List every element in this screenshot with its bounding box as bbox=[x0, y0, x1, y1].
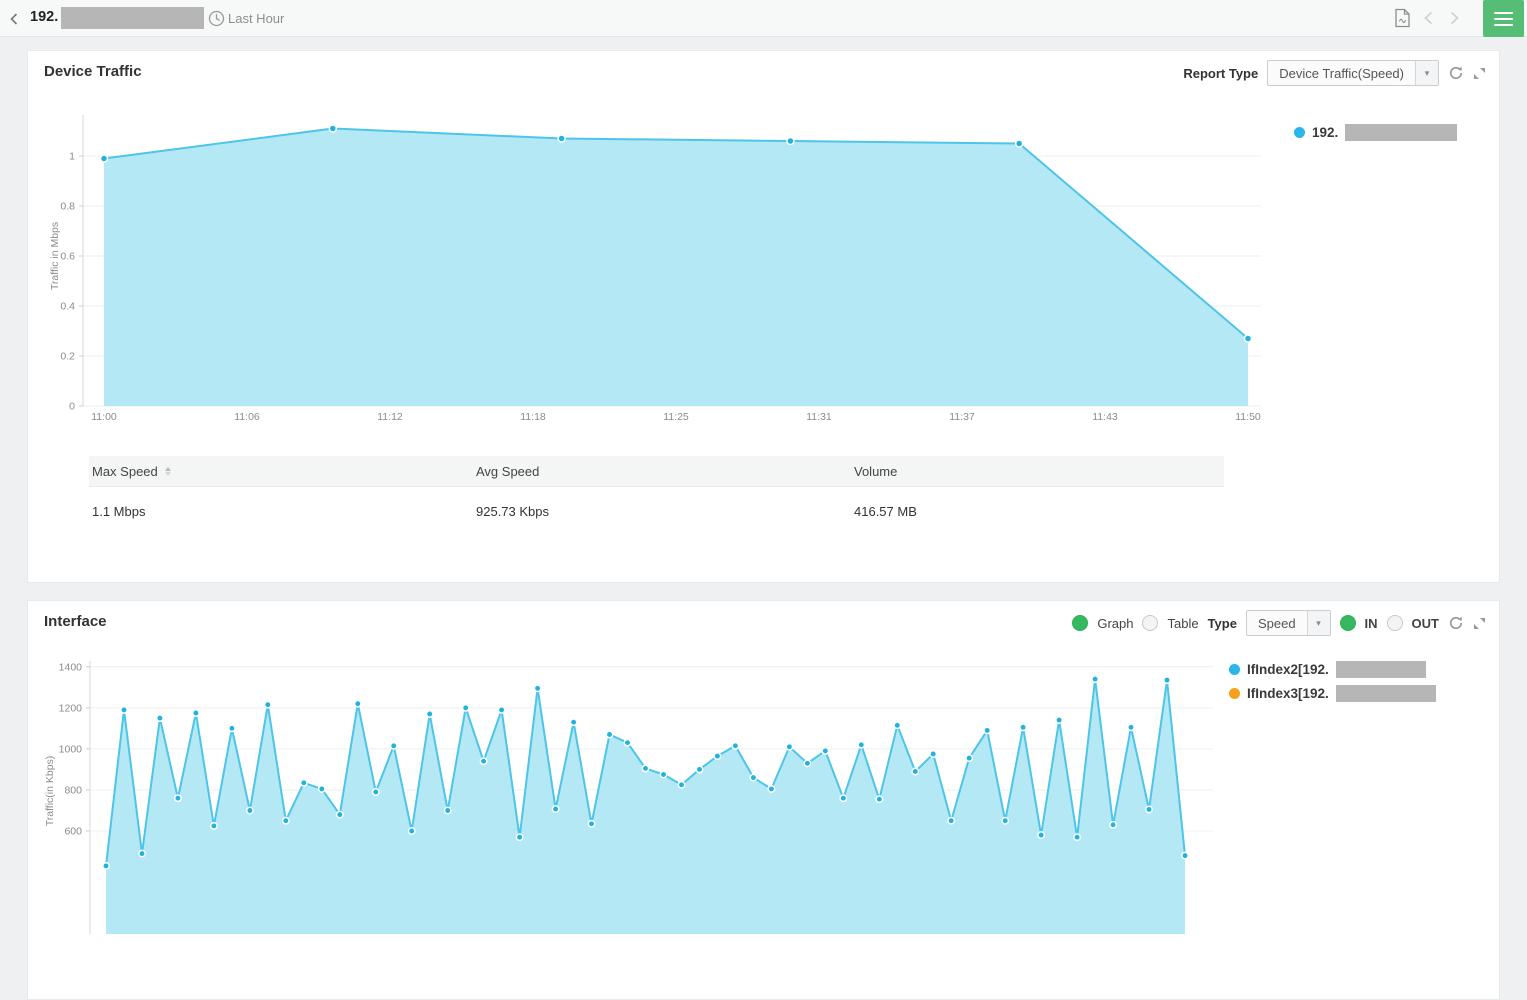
svg-text:Traffic in Mbps: Traffic in Mbps bbox=[49, 222, 61, 290]
interface-title: Interface bbox=[44, 613, 107, 630]
top-bar: 192. Last Hour bbox=[0, 0, 1527, 37]
svg-text:11:12: 11:12 bbox=[377, 411, 403, 423]
volume-header[interactable]: Volume bbox=[854, 463, 898, 479]
report-type-value: Device Traffic(Speed) bbox=[1279, 65, 1404, 81]
svg-text:600: 600 bbox=[64, 826, 82, 838]
svg-text:11:31: 11:31 bbox=[806, 411, 832, 423]
device-ip-redaction bbox=[61, 7, 204, 29]
svg-text:1400: 1400 bbox=[59, 661, 83, 673]
svg-text:11:50: 11:50 bbox=[1235, 411, 1261, 423]
sort-icon bbox=[164, 466, 171, 476]
svg-text:11:18: 11:18 bbox=[520, 411, 546, 423]
avg-speed-value: 925.73 Kbps bbox=[476, 503, 550, 519]
summary-table-row: 1.1 Mbps 925.73 Kbps 416.57 MB bbox=[89, 487, 1224, 535]
device-traffic-controls: Report Type Device Traffic(Speed) ▾ bbox=[1183, 60, 1486, 86]
report-type-label: Report Type bbox=[1183, 65, 1259, 81]
prev-page-icon[interactable] bbox=[1424, 11, 1433, 30]
svg-text:11:37: 11:37 bbox=[949, 411, 975, 423]
svg-text:11:00: 11:00 bbox=[91, 411, 117, 423]
svg-text:1000: 1000 bbox=[59, 743, 83, 755]
summary-table-header: Max Speed Avg Speed Volume bbox=[89, 456, 1224, 487]
device-traffic-panel: Device Traffic Report Type Device Traffi… bbox=[27, 50, 1500, 583]
legend-label-prefix: IfIndex2[192. bbox=[1247, 662, 1329, 677]
svg-text:0.8: 0.8 bbox=[60, 201, 75, 213]
type-select[interactable]: Speed ▾ bbox=[1245, 610, 1331, 636]
in-radio[interactable] bbox=[1339, 615, 1356, 631]
volume-value: 416.57 MB bbox=[854, 503, 917, 519]
legend-item: IfIndex3[192. bbox=[1229, 685, 1436, 702]
device-ip-prefix: 192. bbox=[30, 9, 59, 25]
series-dot-icon bbox=[1229, 664, 1240, 675]
report-type-select[interactable]: Device Traffic(Speed) ▾ bbox=[1267, 60, 1439, 86]
refresh-icon[interactable] bbox=[1448, 65, 1464, 81]
in-radio-label[interactable]: IN bbox=[1364, 615, 1378, 631]
out-radio-label[interactable]: OUT bbox=[1411, 615, 1439, 631]
table-radio[interactable] bbox=[1142, 615, 1159, 631]
legend-redaction bbox=[1335, 661, 1426, 678]
svg-text:11:25: 11:25 bbox=[663, 411, 689, 423]
series-dot-icon bbox=[1294, 127, 1305, 138]
svg-text:1: 1 bbox=[69, 151, 75, 163]
chevron-down-icon: ▾ bbox=[1415, 61, 1438, 85]
time-range-label[interactable]: Last Hour bbox=[228, 11, 285, 26]
back-icon[interactable] bbox=[10, 12, 18, 30]
svg-text:0.4: 0.4 bbox=[60, 301, 75, 313]
expand-icon[interactable] bbox=[1473, 67, 1486, 80]
hamburger-menu-button[interactable] bbox=[1483, 0, 1524, 37]
max-speed-header[interactable]: Max Speed bbox=[89, 464, 476, 479]
traffic-summary-table: Max Speed Avg Speed Volume 1.1 Mbps 925.… bbox=[89, 456, 1224, 535]
graph-radio-label[interactable]: Graph bbox=[1097, 615, 1134, 631]
type-label: Type bbox=[1207, 615, 1237, 631]
device-traffic-legend: 192. bbox=[1294, 124, 1458, 141]
legend-item: IfIndex2[192. bbox=[1229, 661, 1436, 678]
svg-text:1200: 1200 bbox=[59, 702, 83, 714]
type-value: Speed bbox=[1257, 615, 1296, 631]
svg-text:0.6: 0.6 bbox=[60, 251, 75, 263]
chevron-down-icon: ▾ bbox=[1306, 611, 1330, 635]
svg-text:0.2: 0.2 bbox=[60, 351, 75, 363]
legend-label-prefix: IfIndex3[192. bbox=[1247, 686, 1329, 701]
avg-speed-header[interactable]: Avg Speed bbox=[476, 463, 540, 479]
svg-text:Traffic(in Kbps): Traffic(in Kbps) bbox=[44, 756, 56, 827]
legend-redaction bbox=[1335, 685, 1436, 702]
svg-text:11:06: 11:06 bbox=[234, 411, 260, 423]
refresh-icon[interactable] bbox=[1448, 615, 1464, 631]
legend-label-prefix: 192. bbox=[1312, 125, 1339, 140]
table-radio-label[interactable]: Table bbox=[1167, 615, 1199, 631]
out-radio[interactable] bbox=[1386, 615, 1403, 631]
clock-icon bbox=[208, 10, 225, 32]
interface-panel: Interface Graph Table Type Speed ▾ IN OU… bbox=[27, 600, 1500, 1000]
series-dot-icon bbox=[1229, 688, 1240, 699]
legend-item: 192. bbox=[1294, 124, 1458, 141]
max-speed-value: 1.1 Mbps bbox=[92, 503, 146, 519]
next-page-icon[interactable] bbox=[1450, 11, 1459, 30]
legend-redaction bbox=[1345, 124, 1458, 141]
interface-controls: Graph Table Type Speed ▾ IN OUT bbox=[1072, 610, 1486, 636]
device-traffic-title: Device Traffic bbox=[44, 63, 142, 80]
svg-text:0: 0 bbox=[69, 401, 75, 413]
interface-traffic-chart: 600 800 1000 1200 1400 Traffic(in Kbps) bbox=[44, 661, 1213, 934]
device-traffic-chart: 0 0.2 0.4 0.6 0.8 1 Traffic in Mbps 11:00 11:06 1… bbox=[49, 115, 1261, 423]
svg-text:800: 800 bbox=[64, 784, 82, 796]
expand-icon[interactable] bbox=[1473, 617, 1486, 630]
svg-text:11:43: 11:43 bbox=[1092, 411, 1118, 423]
pdf-export-icon[interactable] bbox=[1394, 8, 1411, 33]
interface-legend: IfIndex2[192. IfIndex3[192. bbox=[1229, 661, 1436, 702]
graph-radio[interactable] bbox=[1072, 615, 1089, 631]
